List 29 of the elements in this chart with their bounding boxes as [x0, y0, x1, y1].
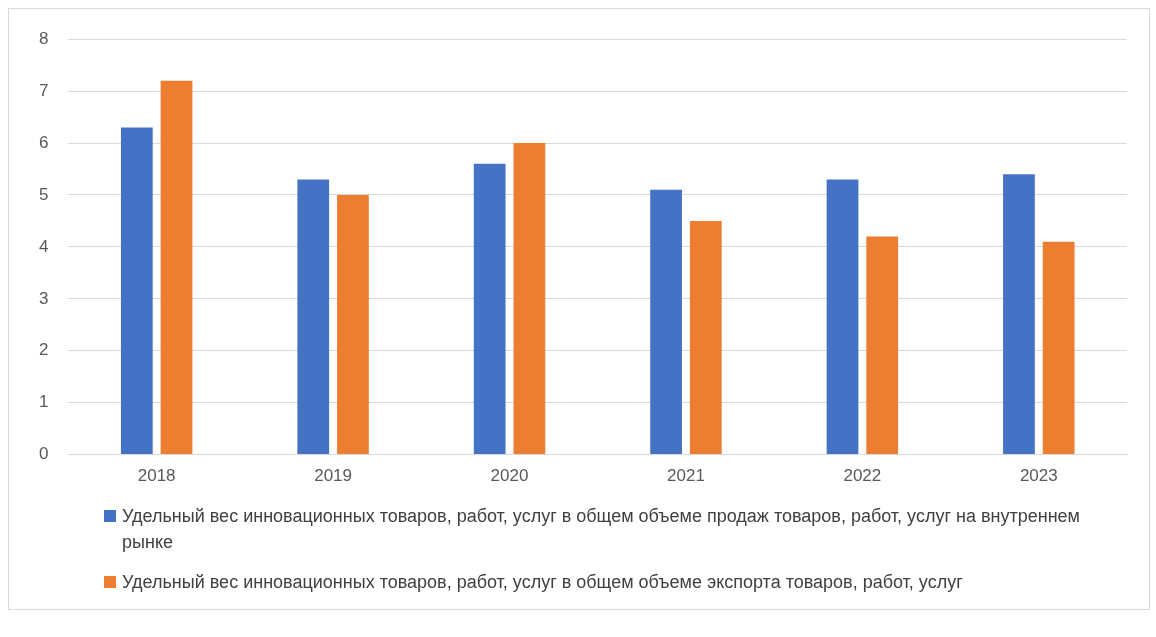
y-tick-label: 3: [38, 288, 49, 308]
y-tick-label: 2: [38, 340, 49, 360]
bar: [473, 163, 506, 455]
x-tick-label: 2022: [843, 466, 882, 486]
y-tick-label: 4: [38, 236, 49, 256]
bar: [866, 236, 899, 455]
x-tick-label: 2019: [314, 466, 353, 486]
y-tick-label: 6: [38, 132, 49, 152]
legend-label: Удельный вес инновационных товаров, работ, услуг в общем объеме экспорта товаров, работ, услуг: [122, 571, 963, 594]
x-tick-label: 2023: [1019, 466, 1058, 486]
x-tick-label: 2021: [667, 466, 705, 486]
bar: [650, 189, 682, 455]
bar: [337, 194, 369, 455]
x-tick-label: 2020: [490, 466, 529, 486]
bar: [513, 143, 546, 455]
bar: [826, 179, 859, 455]
bar: [1042, 241, 1075, 455]
bar: [1003, 174, 1035, 455]
y-tick-label: 1: [38, 392, 49, 412]
y-tick-label: 7: [38, 80, 49, 100]
legend-label: Удельный вес инновационных товаров, работ, услуг в общем объеме продаж товаров, работ, услуг на внутреннем рынке: [122, 505, 1081, 554]
bar: [689, 220, 722, 455]
x-tick-label: 2018: [137, 466, 176, 486]
bar: [297, 179, 330, 455]
y-tick-label: 5: [38, 184, 49, 204]
y-tick-label: 8: [38, 28, 49, 48]
bar: [160, 80, 193, 455]
y-tick-label: 0: [38, 444, 49, 464]
bar: [120, 127, 153, 455]
